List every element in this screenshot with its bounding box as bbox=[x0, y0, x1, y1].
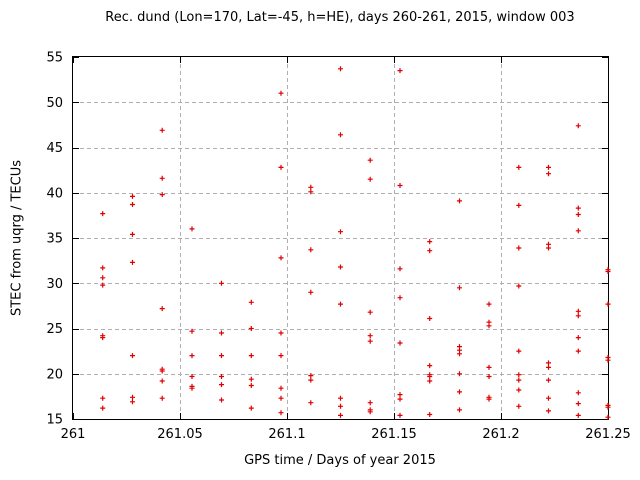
svg-text:55: 55 bbox=[46, 51, 63, 66]
y-axis-label: STEC from uqrg / TECUs bbox=[9, 159, 25, 317]
svg-text:15: 15 bbox=[46, 413, 63, 428]
svg-text:25: 25 bbox=[46, 322, 63, 337]
data-points bbox=[100, 66, 611, 420]
svg-text:261.25: 261.25 bbox=[585, 427, 631, 442]
svg-text:40: 40 bbox=[46, 186, 63, 201]
grid-lines bbox=[73, 57, 608, 419]
x-axis-label: GPS time / Days of year 2015 bbox=[244, 453, 436, 468]
svg-text:45: 45 bbox=[46, 141, 63, 156]
svg-text:261.15: 261.15 bbox=[371, 427, 417, 442]
svg-text:35: 35 bbox=[46, 232, 63, 247]
svg-text:261.2: 261.2 bbox=[482, 427, 519, 442]
svg-text:50: 50 bbox=[46, 96, 63, 111]
svg-text:20: 20 bbox=[46, 367, 63, 382]
chart-title: Rec. dund (Lon=170, Lat=-45, h=HE), days… bbox=[105, 10, 575, 25]
svg-text:30: 30 bbox=[46, 277, 63, 292]
svg-text:261.05: 261.05 bbox=[157, 427, 203, 442]
svg-text:261: 261 bbox=[61, 427, 86, 442]
tick-labels: 261 261.05 261.1 261.15 261.2 261.25 15 20 25 30 3… bbox=[46, 51, 630, 443]
axis-frame-and-ticks bbox=[72, 56, 609, 420]
svg-text:261.1: 261.1 bbox=[268, 427, 305, 442]
